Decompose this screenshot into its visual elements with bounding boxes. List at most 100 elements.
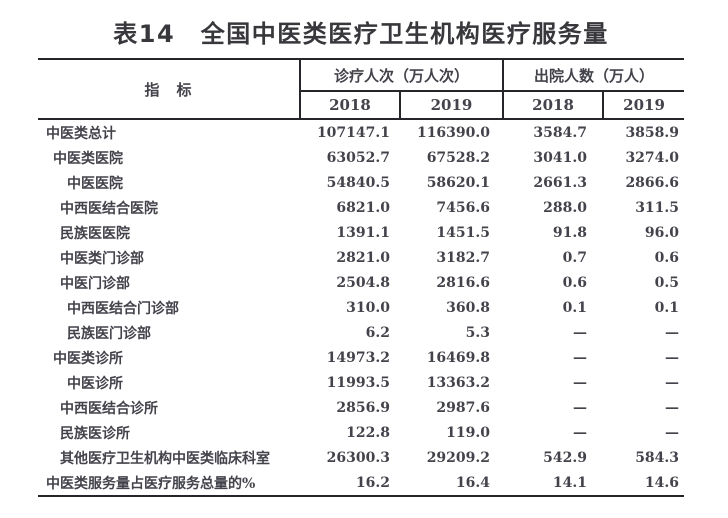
table-row: 中西医结合医院 6821.0 7456.6 288.0 311.5 [38, 195, 684, 220]
value-cell: — [573, 349, 588, 366]
year-header-row: 2018 2019 2018 2019 [38, 91, 685, 120]
value-cell: 14.6 [603, 470, 685, 497]
value-cell: 29209.2 [426, 449, 491, 466]
table-row: 中西医结合诊所 2856.9 2987.6 — — [38, 395, 684, 420]
value-cell: 3041.0 [533, 149, 588, 166]
value-cell: — [573, 424, 588, 441]
value-cell: 1391.1 [336, 224, 390, 241]
value-cell: 2661.3 [533, 174, 588, 191]
value-cell: 310.0 [346, 299, 390, 316]
value-cell: 6821.0 [336, 199, 390, 216]
value-cell: — [665, 324, 680, 341]
value-cell: 288.0 [543, 199, 588, 216]
value-cell: 2866.6 [625, 174, 680, 191]
value-cell: 13363.2 [426, 374, 491, 391]
value-cell: 16.4 [400, 470, 504, 497]
discharges-2019-header: 2019 [602, 91, 685, 120]
value-cell: — [573, 324, 588, 341]
value-cell: 0.1 [654, 299, 680, 316]
visits-group-header: 诊疗人次（万人次） [300, 58, 504, 92]
table-row: 其他医疗卫生机构中医类临床科室 26300.3 29209.2 542.9 584.3 [38, 445, 684, 470]
indicator-column-header: 指 标 [38, 58, 301, 120]
value-cell: 311.5 [635, 199, 680, 216]
table-row: 中医门诊部 2504.8 2816.6 0.6 0.5 [38, 270, 684, 295]
value-cell: 7456.6 [436, 199, 491, 216]
visits-2018-header: 2018 [300, 91, 400, 120]
value-cell: 2856.9 [336, 399, 390, 416]
value-cell: 2987.6 [436, 399, 491, 416]
value-cell: — [573, 374, 588, 391]
discharges-2018-header: 2018 [502, 91, 604, 120]
value-cell: 3584.7 [533, 124, 588, 141]
value-cell: 16469.8 [426, 349, 491, 366]
row-label: 其他医疗卫生机构中医类临床科室 [60, 450, 270, 467]
visits-2019-header: 2019 [398, 91, 504, 120]
value-cell: 96.0 [644, 224, 680, 241]
value-cell: 54840.5 [326, 174, 390, 191]
value-cell: 3182.7 [436, 249, 491, 266]
value-cell: 0.5 [654, 274, 680, 291]
row-label: 中医诊所 [67, 375, 123, 392]
row-label: 中医类门诊部 [60, 250, 144, 267]
value-cell: 2821.0 [336, 249, 390, 266]
value-cell: 107147.1 [316, 124, 390, 141]
value-cell: 0.7 [562, 249, 588, 266]
value-cell: 0.6 [562, 274, 588, 291]
table-row: 民族医诊所 122.8 119.0 — — [38, 420, 684, 445]
table-row: 中医类诊所 14973.2 16469.8 — — [38, 345, 684, 370]
row-label: 民族医诊所 [60, 425, 130, 442]
row-label: 中西医结合医院 [60, 200, 158, 217]
value-cell: 6.2 [365, 324, 390, 341]
group-header-row: 指 标 诊疗人次（万人次） 出院人数（万人） [38, 58, 685, 120]
value-cell: — [573, 399, 588, 416]
value-cell: 2816.6 [436, 274, 491, 291]
value-cell: 116390.0 [416, 124, 491, 141]
table-row: 中医类服务量占医疗服务总量的% 16.2 16.4 14.1 14.6 [38, 470, 685, 497]
value-cell: 5.3 [465, 324, 491, 341]
value-cell: — [665, 399, 680, 416]
value-cell: 26300.3 [326, 449, 390, 466]
table-row: 中医诊所 11993.5 13363.2 — — [38, 370, 684, 395]
value-cell: 0.6 [654, 249, 680, 266]
value-cell: 3858.9 [625, 124, 680, 141]
value-cell: 119.0 [446, 424, 491, 441]
table-header: 指 标 诊疗人次（万人次） 出院人数（万人） 2018 2019 2018 20… [38, 58, 685, 120]
value-cell: 360.8 [446, 299, 491, 316]
service-volume-table: 指 标 诊疗人次（万人次） 出院人数（万人） 2018 2019 2018 20… [38, 58, 685, 497]
value-cell: — [665, 424, 680, 441]
row-label: 中医门诊部 [60, 275, 130, 292]
value-cell: 16.2 [300, 470, 400, 497]
value-cell: 67528.2 [426, 149, 491, 166]
discharges-group-header: 出院人数（万人） [502, 58, 685, 92]
row-label: 中西医结合门诊部 [67, 300, 179, 317]
value-cell: — [665, 374, 680, 391]
table-body: 中医类总计 107147.1 116390.0 3584.7 3858.9 中医类医院 63… [38, 119, 685, 497]
table-row: 民族医医院 1391.1 1451.5 91.8 96.0 [38, 220, 684, 245]
row-label: 中医类服务量占医疗服务总量的% [38, 470, 300, 497]
table-row: 中医类总计 107147.1 116390.0 3584.7 3858.9 [38, 119, 684, 145]
value-cell: 11993.5 [326, 374, 390, 391]
value-cell: 63052.7 [326, 149, 390, 166]
table-row: 中医类医院 63052.7 67528.2 3041.0 3274.0 [38, 145, 684, 170]
table-row: 中医类门诊部 2821.0 3182.7 0.7 0.6 [38, 245, 684, 270]
value-cell: 542.9 [543, 449, 588, 466]
row-label: 中医类医院 [53, 150, 123, 167]
value-cell: 91.8 [552, 224, 588, 241]
row-label: 中医医院 [67, 175, 123, 192]
table-row: 民族医门诊部 6.2 5.3 — — [38, 320, 684, 345]
value-cell: 3274.0 [625, 149, 680, 166]
row-label: 中医类诊所 [53, 350, 123, 367]
value-cell: 122.8 [346, 424, 390, 441]
value-cell: 584.3 [635, 449, 680, 466]
table-row: 中医医院 54840.5 58620.1 2661.3 2866.6 [38, 170, 684, 195]
row-label: 民族医门诊部 [67, 325, 151, 342]
row-label: 中医类总计 [46, 125, 116, 142]
row-label: 民族医医院 [60, 225, 130, 242]
value-cell: 2504.8 [336, 274, 390, 291]
value-cell: 14973.2 [326, 349, 390, 366]
value-cell: 14.1 [503, 470, 604, 497]
value-cell: 0.1 [562, 299, 588, 316]
value-cell: 1451.5 [436, 224, 491, 241]
table-title: 表14 全国中医类医疗卫生机构医疗服务量 [113, 20, 609, 48]
